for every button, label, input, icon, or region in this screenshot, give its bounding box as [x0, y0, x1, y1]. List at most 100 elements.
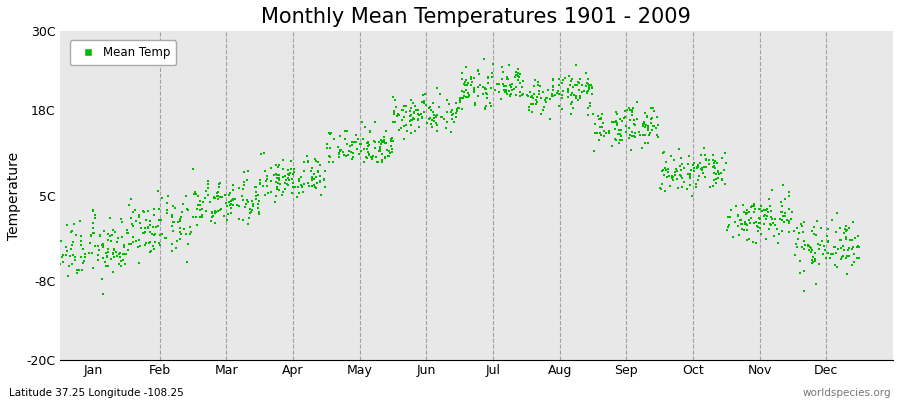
Point [322, 154, 337, 160]
Point [440, 109, 454, 115]
Point [238, 204, 252, 210]
Point [737, 209, 751, 215]
Point [724, 207, 738, 214]
Point [502, 92, 517, 98]
Point [297, 159, 311, 166]
Point [796, 288, 811, 294]
Point [840, 271, 854, 277]
Point [294, 174, 309, 180]
Point [131, 237, 146, 243]
Point [360, 140, 374, 146]
Point [145, 231, 159, 237]
Point [561, 86, 575, 92]
Point [423, 115, 437, 121]
Point [201, 191, 215, 198]
Point [220, 203, 234, 209]
Point [624, 117, 638, 123]
Point [740, 237, 754, 243]
Point [852, 255, 867, 261]
Point [138, 241, 152, 248]
Point [823, 254, 837, 261]
Point [545, 76, 560, 82]
Point [333, 133, 347, 140]
Point [821, 238, 835, 244]
Point [765, 216, 779, 222]
Point [345, 142, 359, 148]
Point [96, 243, 111, 250]
Point [558, 75, 572, 82]
Point [744, 203, 759, 209]
Point [657, 172, 671, 178]
Point [581, 88, 596, 94]
Point [575, 82, 590, 88]
Point [272, 177, 286, 184]
Point [588, 121, 602, 127]
Point [776, 213, 790, 219]
Point [166, 228, 180, 234]
Point [520, 92, 535, 99]
Point [312, 173, 327, 180]
Point [86, 250, 100, 256]
Point [817, 243, 832, 250]
Point [842, 245, 856, 252]
Point [165, 223, 179, 229]
Point [239, 201, 254, 207]
Point [418, 102, 433, 108]
Point [608, 118, 623, 124]
Point [354, 140, 368, 147]
Point [728, 218, 742, 225]
Point [698, 164, 712, 170]
Point [833, 236, 848, 243]
Point [208, 210, 222, 216]
Point [410, 117, 425, 124]
Point [710, 160, 724, 166]
Point [276, 189, 291, 196]
Point [481, 74, 495, 80]
Point [268, 178, 283, 185]
Point [56, 259, 70, 265]
Point [318, 184, 332, 190]
Point [110, 252, 124, 259]
Point [790, 225, 805, 231]
Point [236, 186, 250, 192]
Point [65, 261, 79, 267]
Point [495, 76, 509, 82]
Point [715, 176, 729, 182]
Point [269, 186, 284, 192]
Point [808, 250, 823, 256]
Point [333, 147, 347, 154]
Point [510, 66, 525, 72]
Point [449, 114, 464, 120]
Point [612, 140, 626, 146]
Point [236, 197, 250, 203]
Point [103, 233, 117, 239]
Point [223, 202, 238, 208]
Point [708, 180, 723, 186]
Point [104, 256, 118, 263]
Point [785, 209, 799, 215]
Point [552, 91, 566, 97]
Point [703, 184, 717, 190]
Point [378, 153, 392, 160]
Point [570, 82, 584, 88]
Point [608, 136, 623, 143]
Point [96, 240, 111, 247]
Point [694, 152, 708, 158]
Point [459, 94, 473, 100]
Point [336, 149, 350, 156]
Point [332, 150, 347, 156]
Point [126, 234, 140, 240]
Point [349, 131, 364, 138]
Point [755, 208, 770, 214]
Point [462, 92, 476, 98]
Point [682, 181, 697, 188]
Point [459, 77, 473, 84]
Point [583, 103, 598, 110]
Point [632, 129, 646, 136]
Point [300, 153, 314, 160]
Point [554, 92, 569, 98]
Point [572, 93, 587, 99]
Point [779, 216, 794, 223]
Point [346, 154, 361, 160]
Y-axis label: Temperature: Temperature [7, 152, 21, 240]
